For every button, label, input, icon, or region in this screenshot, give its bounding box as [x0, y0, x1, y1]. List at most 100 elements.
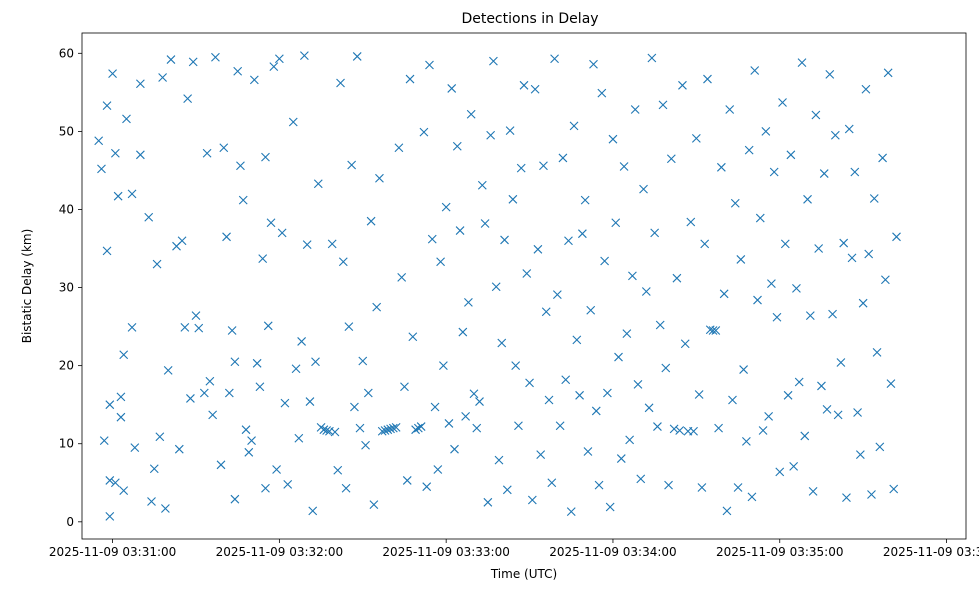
data-point — [577, 229, 587, 239]
data-point — [430, 402, 440, 412]
data-point — [344, 322, 354, 331]
data-point — [747, 492, 757, 502]
data-point — [672, 273, 682, 283]
data-point — [405, 74, 415, 84]
data-point — [522, 269, 532, 278]
y-axis-label: Bistatic Delay (km) — [20, 229, 34, 344]
data-point — [655, 320, 665, 330]
data-point — [869, 194, 879, 203]
x-tick-label: 2025-11-09 03:36:00 — [883, 545, 979, 559]
data-point — [113, 191, 123, 201]
data-point — [105, 511, 115, 521]
data-point — [408, 332, 418, 342]
y-axis-ticks: 0 10 20 30 40 50 60 — [59, 46, 82, 529]
data-point — [158, 73, 168, 82]
y-tick-label: 40 — [59, 202, 74, 216]
data-point — [330, 427, 340, 437]
data-point — [327, 239, 337, 249]
data-point — [186, 394, 195, 403]
data-point — [597, 88, 607, 98]
data-point — [872, 347, 882, 357]
data-point — [127, 189, 137, 199]
data-point — [850, 167, 860, 177]
data-point — [666, 154, 676, 164]
data-point — [514, 421, 523, 431]
data-point — [433, 465, 443, 474]
data-point — [480, 219, 490, 228]
data-point — [658, 100, 668, 110]
data-point — [261, 152, 270, 162]
data-point — [564, 236, 573, 246]
data-point — [375, 173, 384, 183]
data-point — [122, 114, 131, 124]
data-point — [394, 143, 404, 153]
data-point — [833, 410, 843, 420]
data-point — [411, 425, 420, 435]
data-point — [283, 479, 293, 489]
x-tick-label: 2025-11-09 03:33:00 — [382, 545, 509, 559]
data-point — [311, 357, 320, 367]
data-point — [586, 305, 596, 315]
data-point — [750, 66, 760, 75]
data-point — [341, 483, 351, 493]
data-point — [347, 160, 357, 170]
data-point — [205, 376, 215, 386]
x-axis-label: Time (UTC) — [490, 567, 557, 581]
data-point — [110, 148, 120, 158]
data-point — [458, 327, 468, 337]
data-point — [163, 365, 173, 375]
data-point — [669, 424, 679, 434]
data-point — [177, 236, 187, 246]
data-point — [614, 352, 623, 362]
data-point — [194, 323, 204, 333]
data-point — [650, 228, 660, 238]
data-point — [252, 358, 262, 368]
data-point — [208, 410, 218, 420]
data-point — [386, 424, 395, 434]
data-point — [616, 454, 626, 463]
data-point — [552, 290, 562, 299]
data-point — [461, 412, 471, 421]
data-point — [391, 422, 401, 432]
data-point — [664, 480, 673, 490]
data-point — [277, 228, 287, 238]
data-point — [775, 467, 785, 477]
data-point — [497, 338, 507, 348]
data-point — [222, 232, 231, 242]
data-point — [761, 127, 771, 136]
data-point — [647, 53, 657, 63]
data-point — [116, 392, 126, 402]
data-point — [566, 507, 576, 517]
data-point — [108, 69, 117, 78]
data-point — [119, 486, 129, 495]
plot-area — [81, 32, 967, 540]
data-point — [135, 79, 145, 89]
data-point — [575, 390, 584, 400]
data-point — [94, 136, 104, 146]
data-point — [547, 478, 557, 488]
data-point — [630, 105, 640, 114]
data-point — [369, 500, 379, 510]
data-point — [152, 259, 162, 269]
data-point — [294, 433, 304, 443]
data-point — [805, 311, 815, 321]
data-point — [297, 337, 306, 346]
chart-title: Detections in Delay — [461, 11, 598, 27]
data-point — [694, 390, 704, 399]
data-point — [255, 382, 265, 392]
data-point — [280, 398, 290, 408]
data-point — [842, 493, 851, 503]
data-point — [814, 244, 824, 253]
data-point — [864, 249, 874, 259]
data-point — [180, 322, 190, 332]
data-point — [633, 380, 643, 389]
data-point — [783, 390, 793, 400]
data-point — [230, 494, 240, 504]
data-point — [352, 52, 362, 61]
data-point — [880, 275, 890, 285]
data-point — [697, 483, 707, 492]
data-point — [550, 54, 559, 64]
data-point — [135, 150, 145, 160]
data-point — [558, 153, 568, 163]
data-point — [261, 483, 270, 493]
